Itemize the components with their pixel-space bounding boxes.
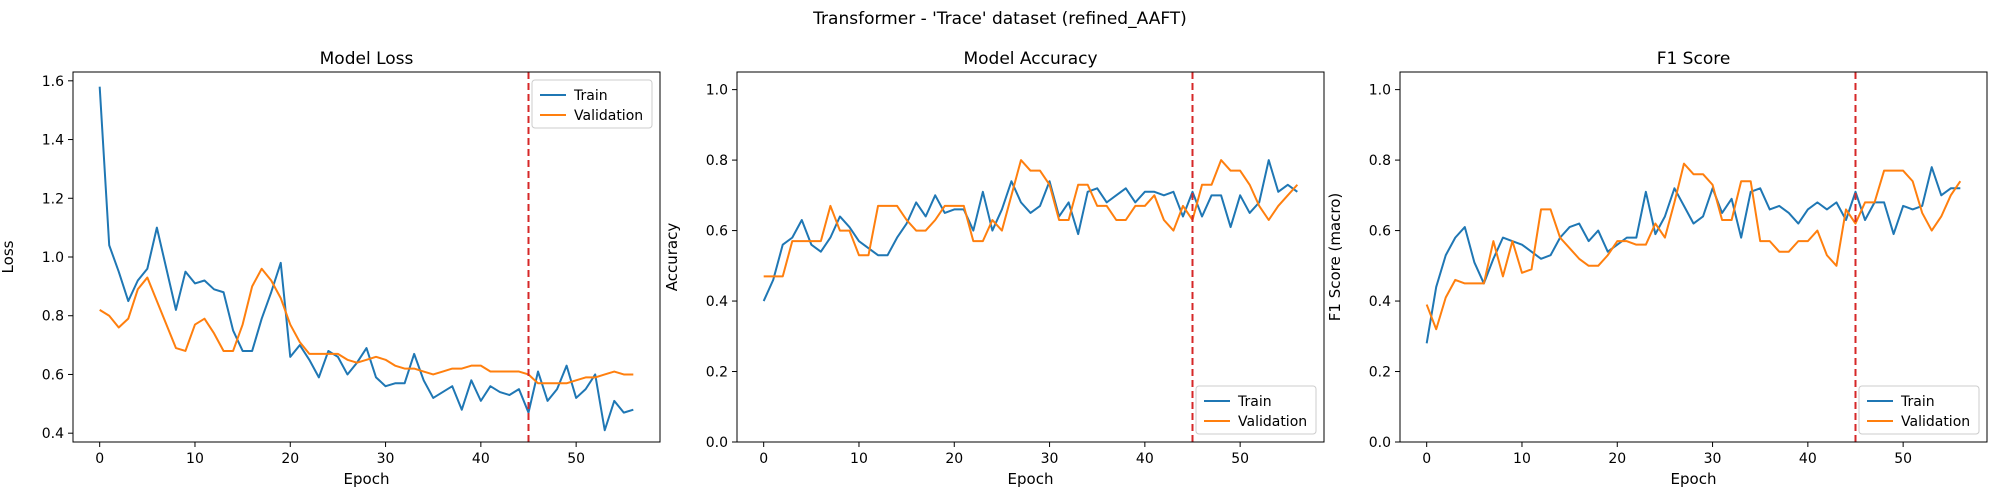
y-tick-label: 0.4 [42, 426, 64, 442]
y-axis-label: Accuracy [663, 223, 681, 292]
figure-title: Transformer - 'Trace' dataset (refined_A… [812, 9, 1187, 29]
y-tick-label: 0.6 [706, 224, 728, 240]
y-tick-label: 0.4 [706, 294, 728, 310]
legend: Train Validation [1195, 385, 1317, 435]
y-tick-label: 1.0 [1369, 83, 1391, 99]
series-line-train [762, 159, 1298, 302]
x-tick-label: 50 [1231, 451, 1249, 467]
y-tick-label: 0.2 [1369, 365, 1391, 381]
y-tick-label: 0.6 [1369, 224, 1391, 240]
y-tick-label: 0.8 [706, 153, 728, 169]
y-tick-label: 0.8 [1369, 153, 1391, 169]
legend: Train Validation [531, 79, 653, 129]
y-tick-label: 0.0 [706, 435, 728, 451]
x-tick-label: 30 [377, 451, 395, 467]
x-axis-label: Epoch [344, 470, 390, 488]
y-tick-label: 0.6 [42, 367, 64, 383]
x-tick-label: 0 [95, 451, 104, 467]
x-tick-label: 40 [1799, 451, 1817, 467]
legend-label-validation: Validation [1901, 414, 1970, 430]
axes-frame [736, 71, 1325, 443]
y-axis-label: Loss [0, 240, 17, 273]
legend-label-train: Train [1900, 394, 1935, 410]
chart-title: Model Loss [320, 49, 414, 69]
chart-title: F1 Score [1657, 49, 1731, 69]
y-tick-label: 0.4 [1369, 294, 1391, 310]
y-tick-label: 1.2 [42, 191, 64, 207]
legend-label-train: Train [1237, 394, 1272, 410]
y-tick-label: 1.4 [42, 133, 64, 149]
x-tick-label: 40 [1136, 451, 1154, 467]
y-tick-label: 1.0 [706, 83, 728, 99]
series-line-train [1425, 166, 1961, 344]
legend-label-train: Train [573, 88, 608, 104]
x-tick-label: 10 [1513, 451, 1531, 467]
series-line-validation [99, 267, 634, 385]
y-tick-label: 0.8 [42, 309, 64, 325]
x-tick-label: 10 [850, 451, 868, 467]
legend-label-validation: Validation [1238, 414, 1307, 430]
y-tick-label: 0.2 [706, 365, 728, 381]
y-tick-label: 1.6 [42, 74, 64, 90]
series-line-validation [763, 159, 1299, 278]
x-axis-label: Epoch [1671, 470, 1717, 488]
chart-panel-1: Model Loss 0 10 20 30 40 50 0.4 0.6 0.8 1.0 1.2 1.4 1… [0, 49, 661, 488]
chart-panel-2: Model Accuracy 0 10 20 30 40 50 0.0 0.2 0.4 0.6 0.8… [663, 49, 1325, 488]
x-tick-label: 30 [1041, 451, 1059, 467]
legend-label-validation: Validation [574, 108, 643, 124]
x-tick-label: 20 [945, 451, 963, 467]
x-tick-label: 50 [567, 451, 585, 467]
chart-title: Model Accuracy [963, 49, 1097, 69]
axes-frame [1399, 71, 1988, 443]
y-tick-label: 0.0 [1369, 435, 1391, 451]
legend: Train Validation [1858, 385, 1980, 435]
y-axis-label: F1 Score (macro) [1326, 193, 1344, 322]
y-tick-label: 1.0 [42, 250, 64, 266]
series-line-train [98, 86, 634, 432]
x-tick-label: 40 [472, 451, 490, 467]
chart-panel-3: F1 Score 0 10 20 30 40 50 0.0 0.2 0.4 0.6 0.8 1.0 Epo… [1326, 49, 1988, 488]
x-tick-label: 50 [1894, 451, 1912, 467]
x-tick-label: 0 [759, 451, 768, 467]
series-line-validation [1425, 162, 1962, 331]
x-axis-label: Epoch [1008, 470, 1054, 488]
x-tick-label: 20 [281, 451, 299, 467]
x-tick-label: 10 [186, 451, 204, 467]
x-tick-label: 30 [1704, 451, 1722, 467]
x-tick-label: 20 [1608, 451, 1626, 467]
x-tick-label: 0 [1422, 451, 1431, 467]
